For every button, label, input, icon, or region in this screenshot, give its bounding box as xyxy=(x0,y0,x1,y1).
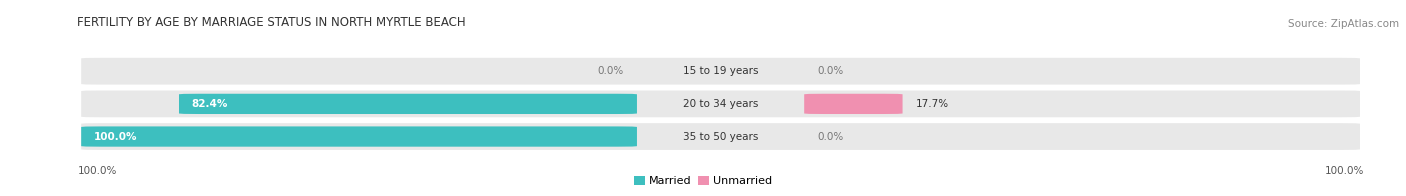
FancyBboxPatch shape xyxy=(82,123,1360,150)
FancyBboxPatch shape xyxy=(82,58,1360,85)
FancyBboxPatch shape xyxy=(82,126,637,147)
Text: 100.0%: 100.0% xyxy=(94,132,138,142)
Text: 82.4%: 82.4% xyxy=(191,99,228,109)
Text: 35 to 50 years: 35 to 50 years xyxy=(683,132,758,142)
Text: 100.0%: 100.0% xyxy=(77,165,117,176)
Text: 100.0%: 100.0% xyxy=(1324,165,1364,176)
Text: 15 to 19 years: 15 to 19 years xyxy=(683,66,758,76)
FancyBboxPatch shape xyxy=(82,91,1360,117)
FancyBboxPatch shape xyxy=(804,94,903,114)
Legend: Married, Unmarried: Married, Unmarried xyxy=(630,171,776,191)
FancyBboxPatch shape xyxy=(179,94,637,114)
Text: 20 to 34 years: 20 to 34 years xyxy=(683,99,758,109)
Text: 17.7%: 17.7% xyxy=(915,99,949,109)
Text: FERTILITY BY AGE BY MARRIAGE STATUS IN NORTH MYRTLE BEACH: FERTILITY BY AGE BY MARRIAGE STATUS IN N… xyxy=(77,16,465,29)
Text: Source: ZipAtlas.com: Source: ZipAtlas.com xyxy=(1288,19,1399,29)
Text: 0.0%: 0.0% xyxy=(817,132,844,142)
Text: 0.0%: 0.0% xyxy=(598,66,624,76)
Text: 0.0%: 0.0% xyxy=(817,66,844,76)
